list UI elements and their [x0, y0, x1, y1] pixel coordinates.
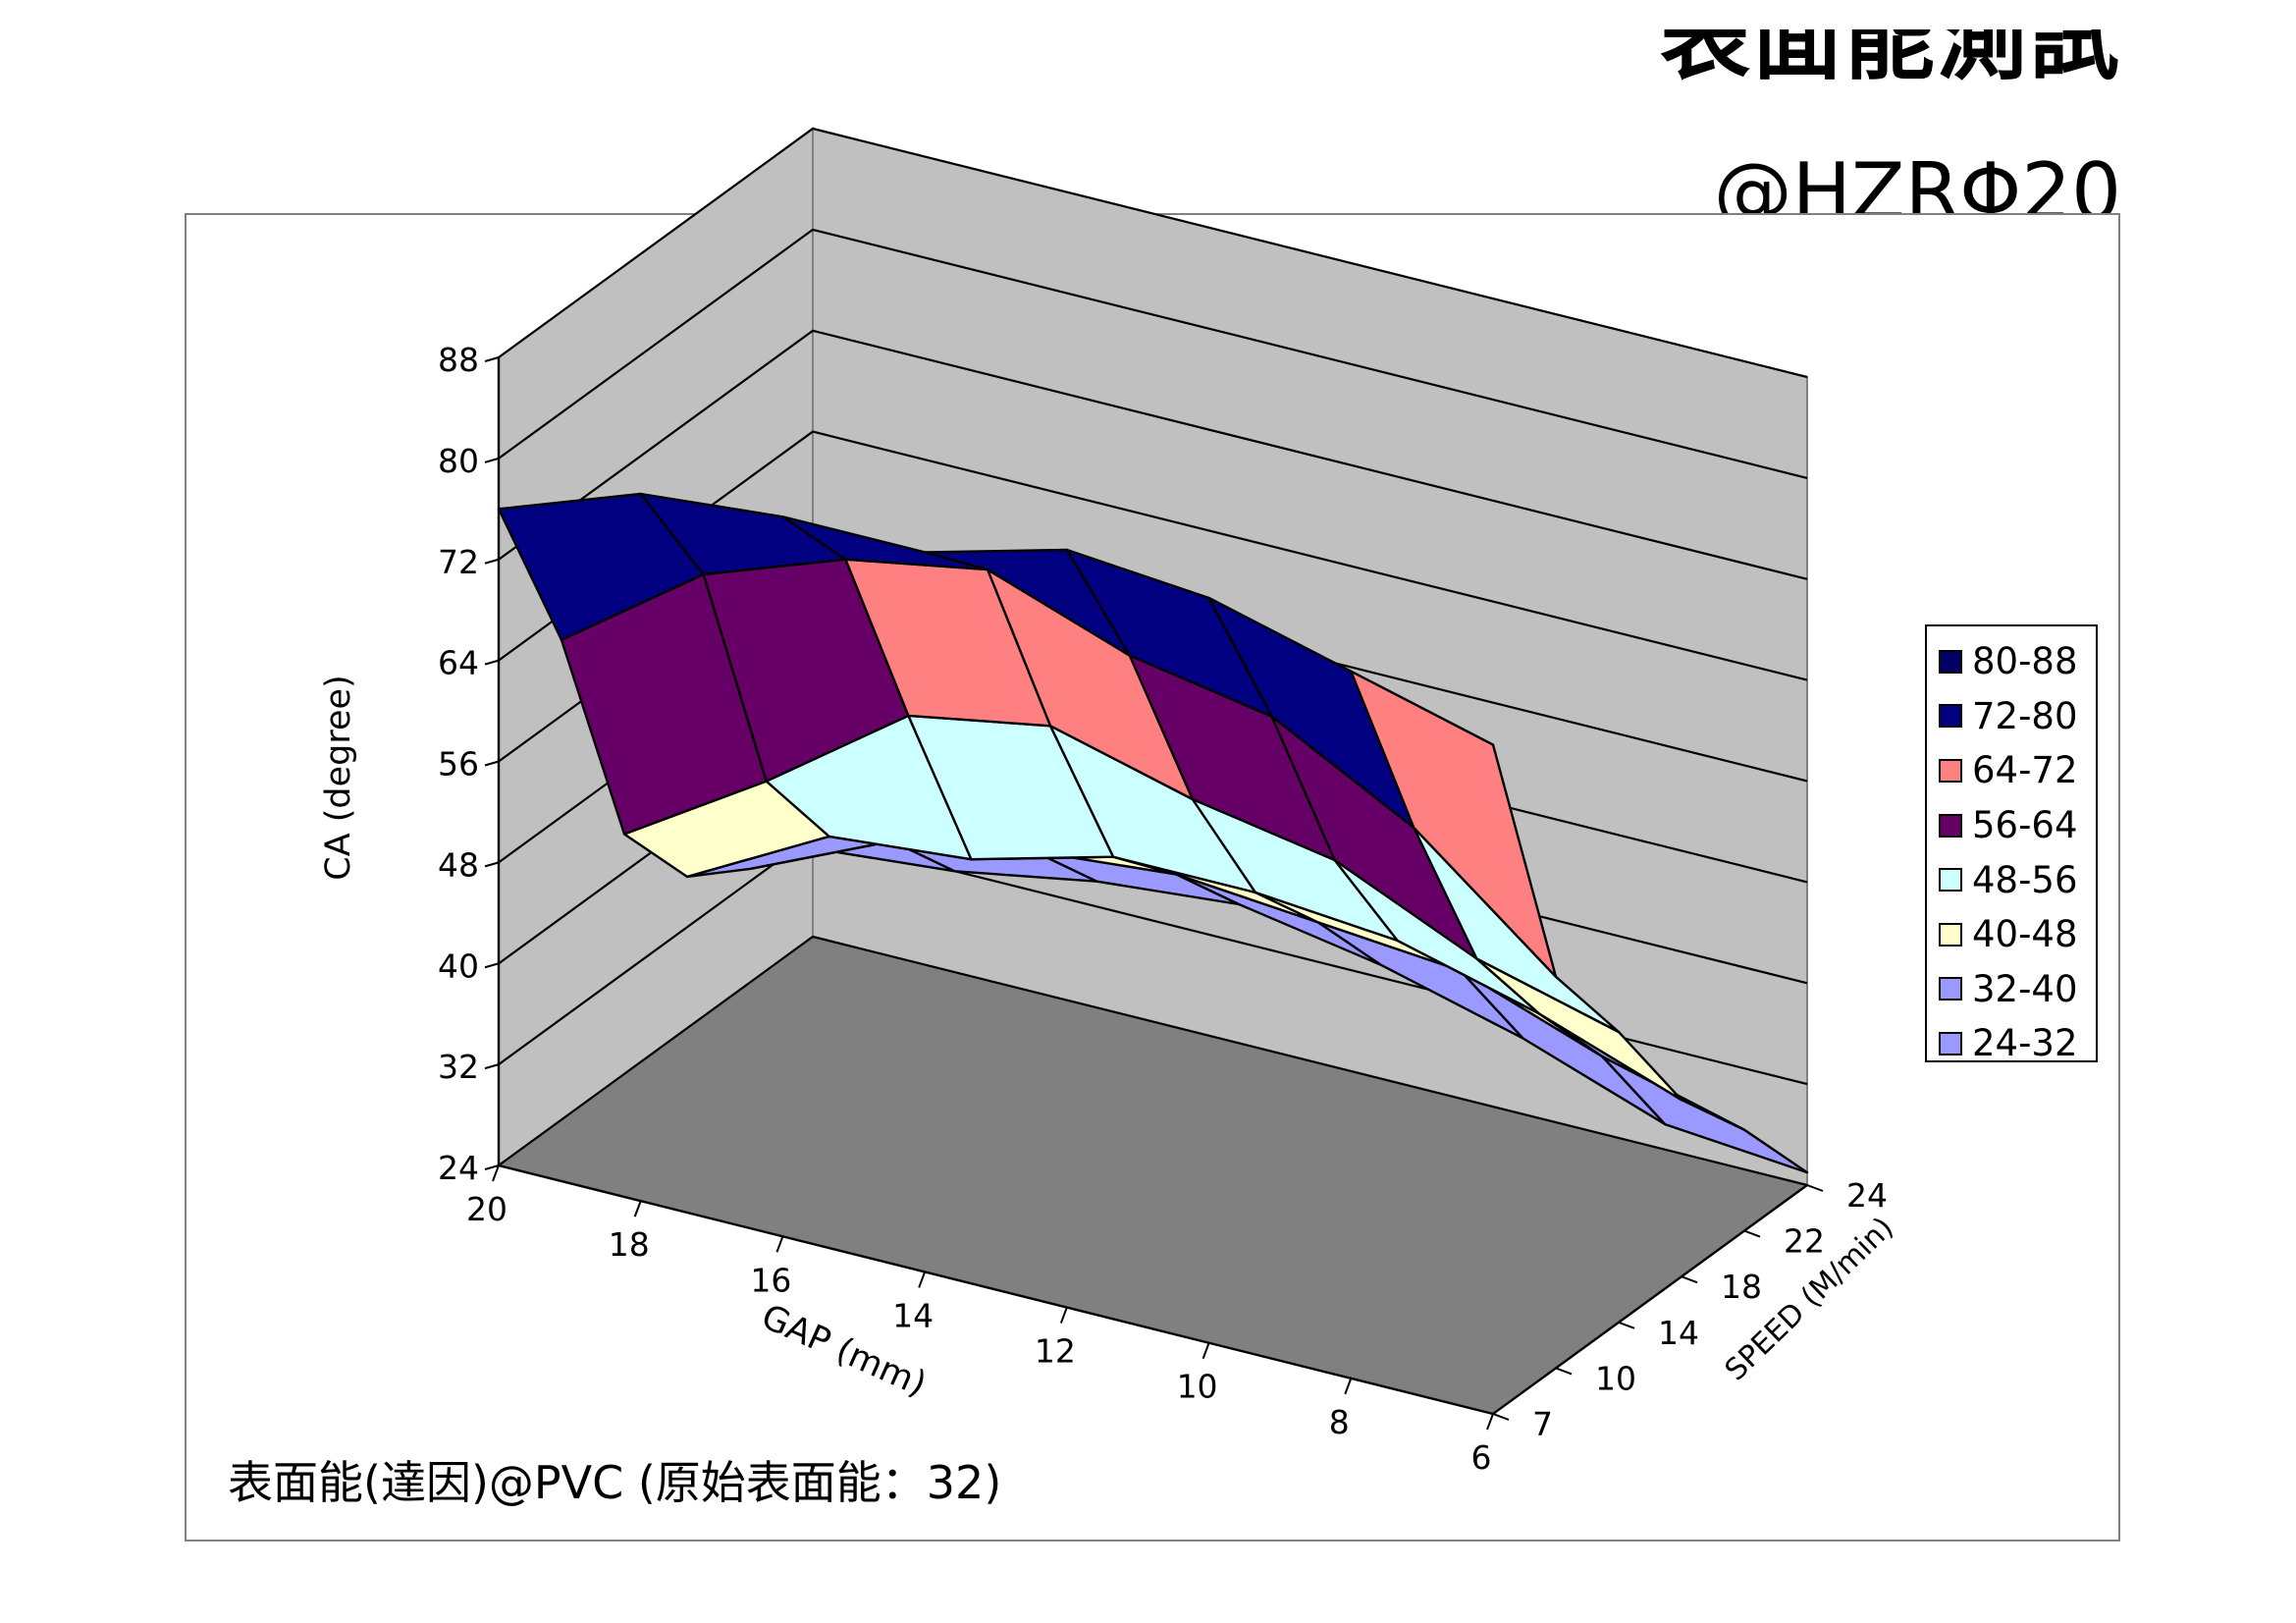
x-tick-label: 12	[1035, 1332, 1076, 1371]
x-tick	[1486, 1413, 1494, 1431]
y-tick-label: 10	[1595, 1359, 1636, 1397]
legend: 80-88 72-80 64-72 56-64 48-56 40-48 32-40 24-32	[1925, 624, 2098, 1064]
z-tick-label: 72	[438, 543, 479, 581]
legend-item: 64-72	[1927, 743, 2096, 798]
z-tick	[484, 861, 500, 868]
x-tick	[1201, 1342, 1210, 1360]
z-gridline	[498, 228, 1808, 479]
x-tick-label: 16	[750, 1261, 791, 1299]
z-tick-label: 40	[438, 947, 479, 985]
z-tick	[484, 558, 500, 565]
y-tick-label: 22	[1784, 1222, 1825, 1261]
x-tick-label: 10	[1177, 1368, 1218, 1406]
y-tick	[1555, 1367, 1573, 1376]
z-gridline	[498, 935, 1808, 1187]
z-tick	[484, 457, 500, 463]
legend-label: 64-72	[1972, 749, 2078, 792]
footnote: 表面能(達因)@PVC (原始表面能：32)	[228, 1456, 1002, 1509]
z-axis-label: CA (degree)	[319, 675, 358, 880]
y-tick	[1806, 1184, 1824, 1192]
z-tick	[484, 1164, 500, 1170]
legend-swatch	[1939, 649, 1962, 674]
y-tick-label: 7	[1532, 1405, 1553, 1443]
x-axis-line	[498, 1163, 1494, 1416]
x-tick	[633, 1200, 642, 1217]
legend-swatch	[1939, 977, 1962, 1001]
z-tick	[484, 962, 500, 969]
y-tick-label: 14	[1658, 1314, 1699, 1352]
z-tick	[484, 356, 500, 362]
legend-label: 72-80	[1972, 694, 2078, 737]
z-tick-label: 48	[438, 845, 479, 884]
legend-item: 72-80	[1927, 689, 2096, 744]
z-tick	[484, 659, 500, 666]
x-tick-label: 20	[466, 1190, 507, 1228]
legend-swatch	[1939, 704, 1962, 729]
legend-item: 32-40	[1927, 962, 2096, 1017]
legend-item: 40-48	[1927, 907, 2096, 962]
x-tick	[775, 1235, 784, 1253]
z-tick-label: 32	[438, 1048, 479, 1086]
legend-label: 56-64	[1972, 804, 2078, 847]
y-tick	[1681, 1275, 1698, 1284]
legend-label: 40-48	[1972, 913, 2078, 956]
legend-item: 80-88	[1927, 634, 2096, 689]
x-tick	[918, 1271, 927, 1288]
z-tick-label: 88	[438, 341, 479, 379]
x-tick-label: 6	[1471, 1438, 1492, 1477]
y-tick	[1618, 1321, 1635, 1329]
legend-item: 56-64	[1927, 798, 2096, 853]
legend-item: 24-32	[1927, 1016, 2096, 1071]
y-tick-label: 24	[1846, 1176, 1888, 1215]
surface-patch	[1350, 670, 1558, 978]
x-tick-label: 8	[1329, 1403, 1350, 1441]
page-title: 表面能測試	[1659, 29, 2121, 92]
legend-label: 48-56	[1972, 858, 2078, 901]
legend-label: 24-32	[1972, 1022, 2078, 1065]
z-tick-label: 80	[438, 442, 479, 480]
legend-swatch	[1939, 758, 1962, 783]
legend-swatch	[1939, 922, 1962, 947]
x-tick-label: 18	[609, 1225, 650, 1264]
z-tick-label: 64	[438, 644, 479, 682]
y-axis-line	[1492, 1184, 1808, 1415]
y-tick	[1492, 1413, 1510, 1421]
z-tick	[484, 760, 500, 767]
legend-swatch	[1939, 868, 1962, 893]
z-tick-label: 56	[438, 745, 479, 784]
legend-label: 80-88	[1972, 640, 2078, 683]
legend-item: 48-56	[1927, 852, 2096, 907]
y-tick-label: 18	[1721, 1268, 1762, 1306]
x-tick	[492, 1164, 500, 1182]
x-tick	[1059, 1307, 1068, 1324]
z-tick-label: 24	[438, 1149, 479, 1187]
legend-swatch	[1939, 1031, 1962, 1055]
y-tick	[1743, 1229, 1761, 1238]
z-gridline	[498, 329, 1808, 580]
x-tick	[1344, 1378, 1353, 1395]
legend-label: 32-40	[1972, 967, 2078, 1010]
z-gridline	[498, 127, 1808, 379]
z-tick	[484, 1063, 500, 1070]
legend-swatch	[1939, 813, 1962, 838]
x-tick-label: 14	[892, 1296, 934, 1334]
